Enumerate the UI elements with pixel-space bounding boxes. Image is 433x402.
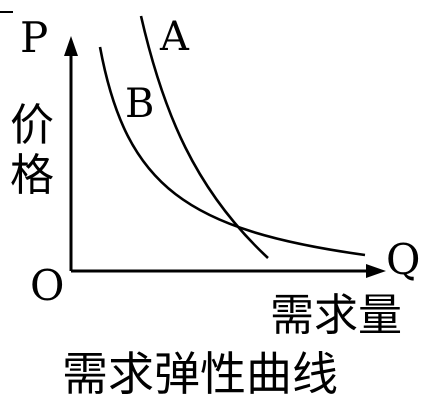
chart-title: 需求弹性曲线 <box>62 347 338 401</box>
x-axis-arrow <box>366 264 386 278</box>
y-axis-arrow <box>64 36 78 56</box>
y-axis-letter: P <box>20 13 48 62</box>
y-axis-title-char: 价 <box>10 100 54 151</box>
curve-a <box>139 15 269 259</box>
curve-b <box>98 46 366 257</box>
y-axis-title-char: 格 <box>10 150 54 201</box>
x-axis-title: 需求量 <box>270 290 402 341</box>
x-axis-letter: Q <box>386 235 420 284</box>
origin-label: O <box>30 261 64 310</box>
y-axis-title: 价格 <box>10 100 54 201</box>
curve-a-label: A <box>159 14 190 60</box>
curve-b-label: B <box>125 81 154 127</box>
